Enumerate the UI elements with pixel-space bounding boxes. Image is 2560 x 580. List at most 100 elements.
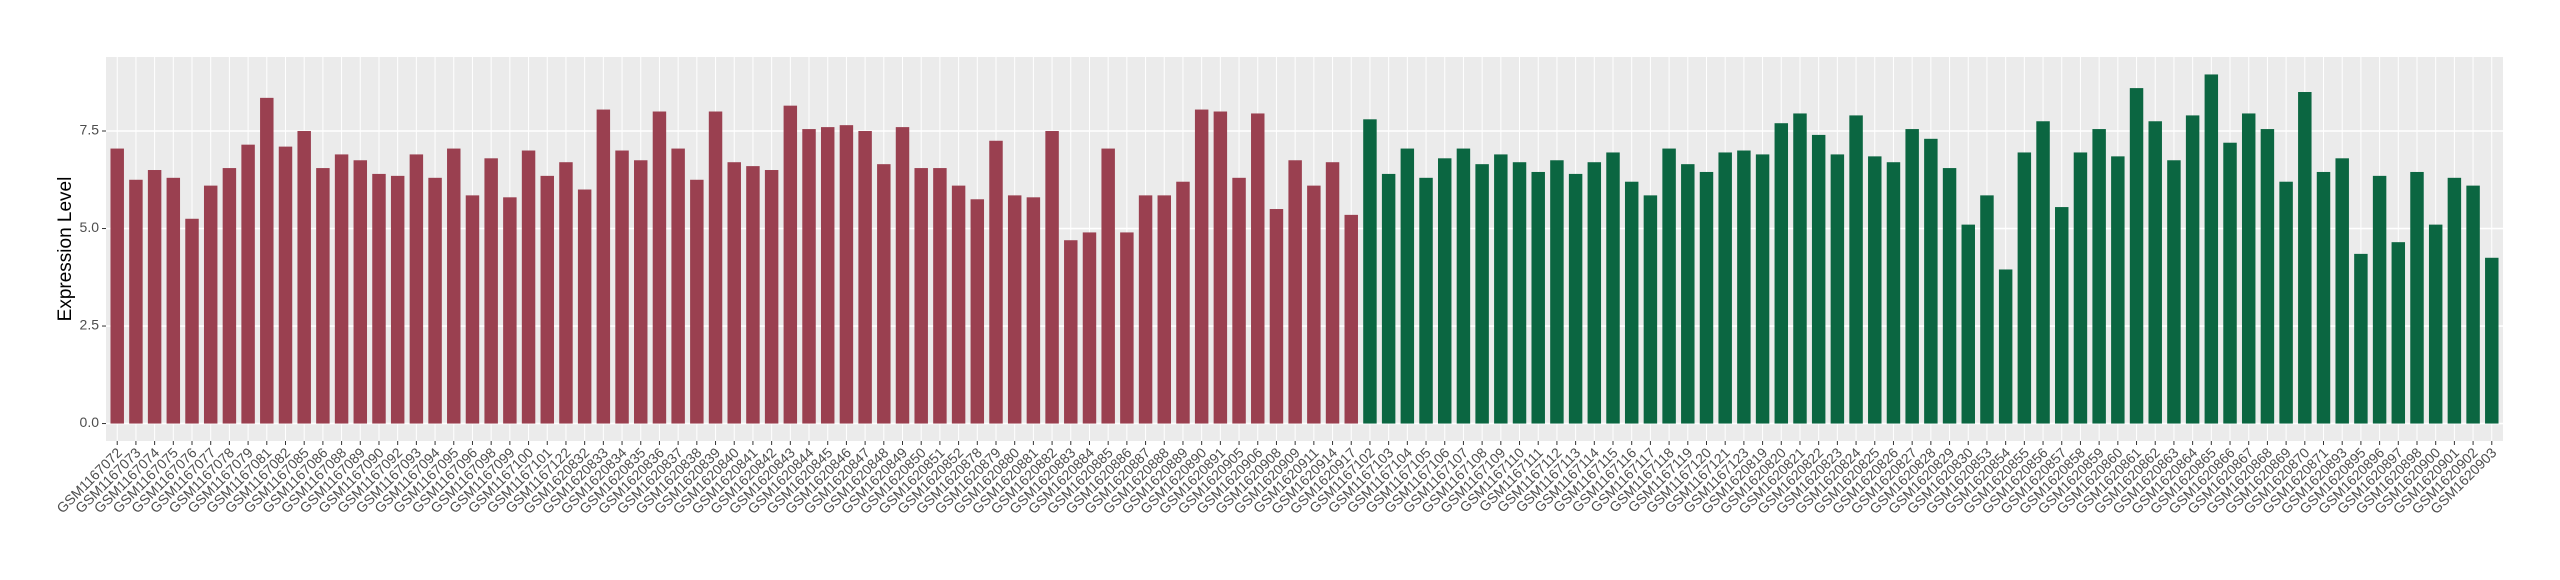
bar	[1961, 224, 1975, 424]
bar	[1475, 164, 1489, 424]
bar	[147, 170, 162, 424]
y-axis-label: Expression Level	[55, 177, 76, 322]
bar	[1980, 195, 1994, 424]
bar	[652, 111, 667, 424]
bar	[1550, 160, 1564, 424]
bar	[596, 109, 611, 424]
bar	[2354, 253, 2368, 424]
bar	[1643, 195, 1658, 424]
bar	[877, 164, 891, 424]
bar	[2111, 156, 2125, 424]
bar	[634, 160, 648, 424]
bar	[203, 185, 218, 424]
bar	[1419, 177, 1433, 424]
bar	[1101, 148, 1115, 424]
bar	[2428, 224, 2443, 424]
bar	[521, 150, 536, 424]
bar	[1288, 160, 1302, 424]
bar	[1811, 134, 1826, 424]
bar	[2185, 115, 2200, 424]
bar	[1232, 177, 1246, 424]
bar	[166, 177, 181, 424]
bar	[1662, 148, 1676, 424]
bar	[222, 168, 237, 424]
bar	[540, 175, 554, 424]
bar	[2036, 121, 2050, 424]
bar	[1868, 156, 1882, 424]
bar	[802, 129, 816, 424]
bar	[1531, 171, 1545, 424]
bar	[839, 125, 854, 424]
bar	[1363, 119, 1377, 424]
bar	[372, 173, 386, 424]
bar	[2092, 129, 2106, 424]
bar	[2279, 181, 2293, 424]
bar	[559, 162, 573, 424]
bar	[1793, 113, 1807, 424]
bar	[2391, 242, 2406, 424]
bar	[316, 168, 330, 424]
bar	[1194, 109, 1209, 424]
bar	[1437, 158, 1452, 424]
bar	[503, 197, 517, 424]
bar	[970, 199, 985, 424]
bar	[129, 179, 143, 424]
bar	[1251, 113, 1265, 424]
bar	[577, 189, 592, 424]
bar	[1830, 154, 1845, 424]
bar	[484, 158, 498, 424]
bar	[2223, 142, 2237, 424]
y-tick-label: 7.5	[80, 122, 100, 138]
bar	[2129, 88, 2144, 424]
bar	[1325, 162, 1340, 424]
bar	[858, 131, 872, 424]
bar	[390, 175, 405, 424]
bar	[746, 166, 760, 424]
bar	[2017, 152, 2032, 424]
bar	[820, 127, 835, 424]
bar	[1699, 171, 1714, 424]
bar	[1886, 162, 1901, 424]
bar	[1157, 195, 1172, 424]
bar	[615, 150, 629, 424]
bar	[1942, 168, 1957, 424]
bar	[1681, 164, 1695, 424]
bar	[764, 170, 779, 424]
bar	[353, 160, 368, 424]
bar	[241, 144, 255, 424]
bar	[2316, 171, 2331, 424]
bar	[1344, 214, 1358, 424]
bar	[1849, 115, 1863, 424]
bar	[2241, 113, 2256, 424]
bar	[2485, 257, 2499, 424]
bar	[1026, 197, 1041, 424]
bar	[110, 148, 124, 424]
bar	[895, 127, 910, 424]
bar	[465, 195, 480, 424]
bar	[1138, 195, 1153, 424]
bar	[1998, 269, 2013, 424]
bar	[1045, 131, 1059, 424]
bar	[1568, 173, 1583, 424]
bar	[1400, 148, 1415, 424]
bar	[334, 154, 349, 424]
bar	[1624, 181, 1639, 424]
bar	[2204, 74, 2219, 424]
bar	[2466, 185, 2480, 424]
bar	[1905, 129, 1919, 424]
bar	[1512, 162, 1527, 424]
bar	[2260, 129, 2275, 424]
bar	[1494, 154, 1508, 424]
bar	[1737, 150, 1751, 424]
bar	[1120, 232, 1134, 424]
bar	[727, 162, 741, 424]
bar	[1456, 148, 1471, 424]
bar	[260, 97, 274, 424]
bar	[671, 148, 685, 424]
y-tick-label: 0.0	[80, 414, 100, 430]
bar	[2447, 177, 2462, 424]
bar	[708, 111, 723, 424]
bar	[1176, 181, 1190, 424]
